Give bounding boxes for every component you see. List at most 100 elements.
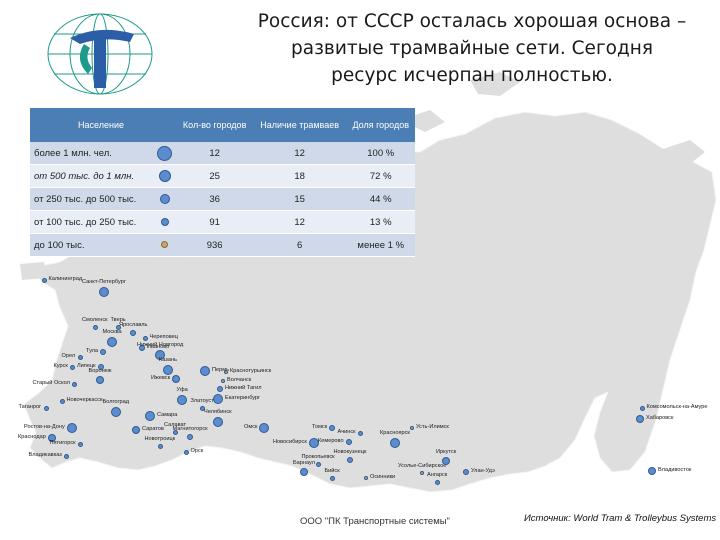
city-marker-icon xyxy=(92,324,98,330)
city-marker-icon xyxy=(315,461,321,467)
legend-cell xyxy=(152,233,177,257)
city-marker-icon xyxy=(115,324,121,330)
row-count: 936 xyxy=(176,233,253,257)
table-header: Население Кол-во городов Наличие трамвае… xyxy=(30,108,415,142)
row-label: более 1 млн. чел. xyxy=(30,142,153,165)
city-marker-icon xyxy=(139,345,145,351)
city-label: Ангарск xyxy=(427,471,448,478)
row-share: 13 % xyxy=(346,210,415,234)
city-label: Тверь xyxy=(110,316,126,323)
city-label: Старый Оскол xyxy=(32,380,70,386)
legend-dot-icon xyxy=(157,145,172,161)
city-label: Екатеринбург xyxy=(225,395,261,401)
legend-cell xyxy=(152,164,177,188)
city-marker-icon xyxy=(217,386,223,392)
city-marker-icon xyxy=(346,439,352,445)
table-row: от 250 тыс. до 500 тыс. 36 15 44 % xyxy=(30,187,415,211)
row-count: 36 xyxy=(176,187,253,211)
city-marker-icon xyxy=(410,426,414,430)
row-label: от 500 тыс. до 1 млн. xyxy=(30,164,153,188)
city-label: Иваново xyxy=(147,344,170,350)
city-marker-icon xyxy=(329,475,335,481)
city-marker-icon xyxy=(199,405,205,411)
city-marker-icon xyxy=(111,407,121,417)
legend-cell xyxy=(152,142,177,165)
city-label: Смоленск xyxy=(82,316,108,323)
city-marker-icon xyxy=(99,287,109,297)
city-label: Салават xyxy=(164,421,187,428)
row-label: от 250 тыс. до 500 тыс. xyxy=(30,187,153,211)
city-marker-icon xyxy=(329,425,335,431)
city-marker-icon xyxy=(390,438,400,448)
row-share: 72 % xyxy=(346,164,415,188)
title-line-3: ресурс исчерпан полностью. xyxy=(331,65,613,86)
city-marker-icon xyxy=(420,471,424,475)
header-share: Доля городов xyxy=(346,108,415,142)
city-marker-icon xyxy=(309,438,319,448)
legend-cell xyxy=(152,187,177,211)
city-marker-icon xyxy=(357,430,363,436)
legend-dot-icon xyxy=(160,217,169,226)
city-label: Новосибирск xyxy=(273,439,307,445)
city-label: Кемерово xyxy=(318,438,344,444)
title-line-2: развитые трамвайные сети. Сегодня xyxy=(291,38,653,59)
city-marker-icon xyxy=(63,453,69,459)
city-label: Пермь xyxy=(212,367,230,373)
city-label: Краснотурьинск xyxy=(230,368,272,374)
city-label: Челябинск xyxy=(204,409,232,415)
city-label: Усть-Илимск xyxy=(416,424,449,430)
city-marker-icon xyxy=(157,443,163,449)
city-marker-icon xyxy=(69,364,75,370)
city-label: Магнитогорск xyxy=(172,426,208,432)
city-marker-icon xyxy=(77,441,83,447)
city-marker-icon xyxy=(463,469,469,475)
city-label: Уфа xyxy=(176,387,188,393)
city-label: Улан-Удэ xyxy=(471,468,495,474)
city-marker-icon xyxy=(100,349,106,355)
city-marker-icon xyxy=(442,457,450,465)
city-marker-icon xyxy=(347,457,353,463)
company-logo xyxy=(47,13,153,95)
city-marker-icon xyxy=(142,335,148,341)
city-marker-icon xyxy=(172,375,180,383)
city-label: Нижний Новгород xyxy=(137,342,184,348)
row-trams: 18 xyxy=(252,164,347,188)
city-marker-icon xyxy=(71,381,77,387)
russia-landmass xyxy=(20,72,717,493)
city-label: Пятигорск xyxy=(49,440,76,446)
legend-dot-icon xyxy=(159,193,170,204)
city-label: Нижний Тагил xyxy=(225,385,262,391)
city-label: Иркутск xyxy=(436,449,457,455)
city-marker-icon xyxy=(177,395,187,405)
city-label: Москва xyxy=(102,329,122,335)
legend-dot-icon xyxy=(158,170,171,182)
city-marker-icon xyxy=(221,379,225,383)
row-trams: 12 xyxy=(252,142,347,165)
city-marker-icon xyxy=(300,468,308,476)
city-label: Усолье-Сибирское xyxy=(398,463,447,469)
legend-cell xyxy=(152,210,177,234)
table-row: до 100 тыс. 936 6 менее 1 % xyxy=(30,233,415,257)
city-marker-icon xyxy=(77,354,83,360)
city-marker-icon xyxy=(259,423,269,433)
row-label: от 100 тыс. до 250 тыс. xyxy=(30,210,153,234)
city-label: Ростов-на-Дону xyxy=(24,424,65,430)
row-trams: 12 xyxy=(252,210,347,234)
city-label: Ярославль xyxy=(119,322,148,328)
row-trams: 6 xyxy=(252,233,347,257)
city-label: Владикавказ xyxy=(28,452,62,458)
header-trams: Наличие трамваев xyxy=(252,108,347,142)
city-label: Томск xyxy=(312,424,328,430)
table-row: от 500 тыс. до 1 млн. 25 18 72 % xyxy=(30,164,415,188)
city-label: Барнаул xyxy=(293,460,315,466)
legend-dot-icon xyxy=(161,241,168,249)
city-label: Красноярск xyxy=(380,430,410,436)
city-marker-icon xyxy=(145,411,155,421)
city-label: Калининград xyxy=(48,276,83,282)
city-label: Таганрог xyxy=(18,404,42,410)
city-marker-icon xyxy=(213,417,223,427)
city-label: Златоуст xyxy=(190,397,214,404)
city-label: Липецк xyxy=(77,363,96,369)
city-marker-icon xyxy=(132,426,140,434)
